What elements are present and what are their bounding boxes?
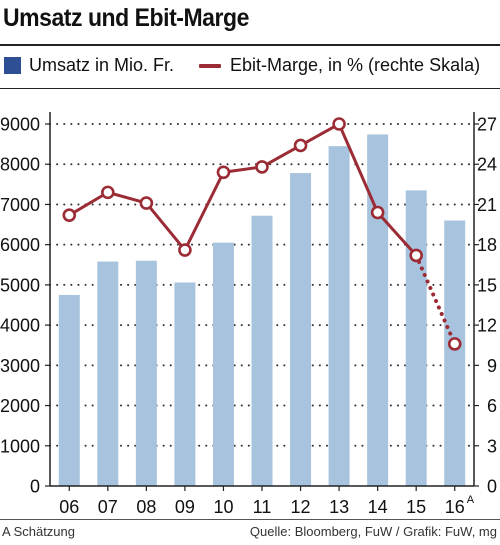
- y-right-tick-label: 21: [477, 195, 497, 215]
- margin-line-segment: [376, 210, 418, 257]
- y-axis-right-ticks: 0 3 6 9 12 15 18 21 24 27: [474, 115, 497, 497]
- x-tick-label: 07: [98, 497, 118, 517]
- margin-point: [101, 185, 115, 200]
- bar: [97, 261, 119, 486]
- x-tick-label: 11: [253, 497, 272, 517]
- y-right-tick-label: 9: [487, 356, 497, 376]
- bar: [405, 190, 427, 486]
- bar: [367, 134, 389, 487]
- margin-line-segment: [337, 122, 380, 214]
- y-left-tick-label: 6000: [0, 235, 40, 255]
- x-tick-label: 10: [213, 497, 233, 517]
- bar: [174, 282, 196, 486]
- y-right-tick-label: 18: [477, 235, 497, 255]
- y-right-tick-label: 15: [477, 275, 497, 295]
- x-tick-label: 13: [329, 497, 349, 517]
- margin-point: [62, 208, 77, 222]
- legend-rule: [0, 88, 500, 89]
- y-axis-left-ticks: 0 1000 2000 3000 4000 5000 6000 7000 8000 9000: [0, 115, 50, 497]
- bar: [328, 146, 350, 486]
- margin-line-segment: [183, 170, 225, 252]
- legend-item-line: Ebit-Marge, in % (rechte Skala): [199, 55, 480, 76]
- y-left-tick-label: 1000: [0, 436, 40, 456]
- bars: [58, 134, 466, 487]
- bar: [444, 220, 466, 487]
- title-rule: [0, 44, 500, 46]
- y-right-tick-label: 12: [477, 316, 497, 336]
- x-tick-label: 09: [175, 497, 195, 517]
- bar: [212, 242, 234, 486]
- x-tick-label: 08: [136, 497, 156, 517]
- legend-label-bars: Umsatz in Mio. Fr.: [29, 55, 175, 75]
- chart-title: Umsatz und Ebit-Marge: [3, 4, 249, 32]
- margin-point: [447, 337, 462, 351]
- margin-point: [216, 165, 231, 180]
- x-tick-label: 14: [368, 497, 388, 517]
- margin-point: [332, 117, 346, 131]
- bar: [58, 294, 80, 486]
- margin-line-segment: [144, 201, 187, 252]
- margin-point: [178, 243, 192, 257]
- y-left-tick-label: 4000: [0, 316, 40, 336]
- bar: [135, 260, 157, 486]
- x-tick-label: 12: [291, 497, 311, 517]
- legend: Umsatz in Mio. Fr. Ebit-Marge, in % (rec…: [0, 55, 500, 83]
- y-left-tick-label: 2000: [0, 396, 40, 416]
- margin-point: [370, 205, 385, 220]
- x-tick-superscript: A: [467, 494, 475, 506]
- y-left-tick-label: 3000: [0, 356, 40, 376]
- y-left-tick-label: 5000: [0, 275, 40, 295]
- legend-swatch-line: [199, 63, 221, 68]
- y-right-tick-label: 0: [487, 477, 497, 497]
- margin-line-segment: [67, 190, 110, 217]
- legend-item-bars: Umsatz in Mio. Fr.: [4, 55, 174, 76]
- x-tick-label: 16: [445, 497, 465, 517]
- y-right-tick-label: 6: [487, 396, 497, 416]
- x-tick-label: 06: [59, 497, 79, 517]
- margin-line-segment: [260, 143, 303, 169]
- footer-rule: [0, 519, 500, 520]
- y-right-tick-label: 3: [487, 436, 497, 456]
- x-axis-ticks: 06 07 08 09 10 11 12 13 14 15 16 A: [59, 486, 475, 517]
- source-note: Quelle: Bloomberg, FuW / Grafik: FuW, mg: [249, 524, 497, 539]
- legend-label-line: Ebit-Marge, in % (rechte Skala): [230, 55, 481, 75]
- y-right-tick-label: 24: [477, 155, 497, 175]
- margin-point: [409, 248, 423, 263]
- y-right-tick-label: 27: [477, 115, 497, 135]
- margin-line: [62, 117, 462, 351]
- y-left-tick-label: 0: [30, 477, 40, 497]
- x-tick-label: 15: [406, 497, 426, 517]
- legend-swatch-bar: [4, 57, 21, 74]
- margin-point: [139, 196, 154, 210]
- margin-point: [255, 160, 269, 174]
- margin-line-segment: [299, 122, 341, 147]
- bar: [251, 215, 273, 486]
- y-left-tick-label: 9000: [0, 115, 40, 135]
- bar: [290, 173, 312, 486]
- margin-line-segment-dotted: [414, 253, 457, 346]
- y-left-tick-label: 7000: [0, 195, 40, 215]
- footnote: A Schätzung: [2, 524, 75, 539]
- y-left-tick-label: 8000: [0, 155, 40, 175]
- margin-point: [293, 138, 308, 153]
- chart-area: 0 1000 2000 3000 4000 5000 6000 7000 8000 9000 0 3…: [0, 112, 497, 517]
